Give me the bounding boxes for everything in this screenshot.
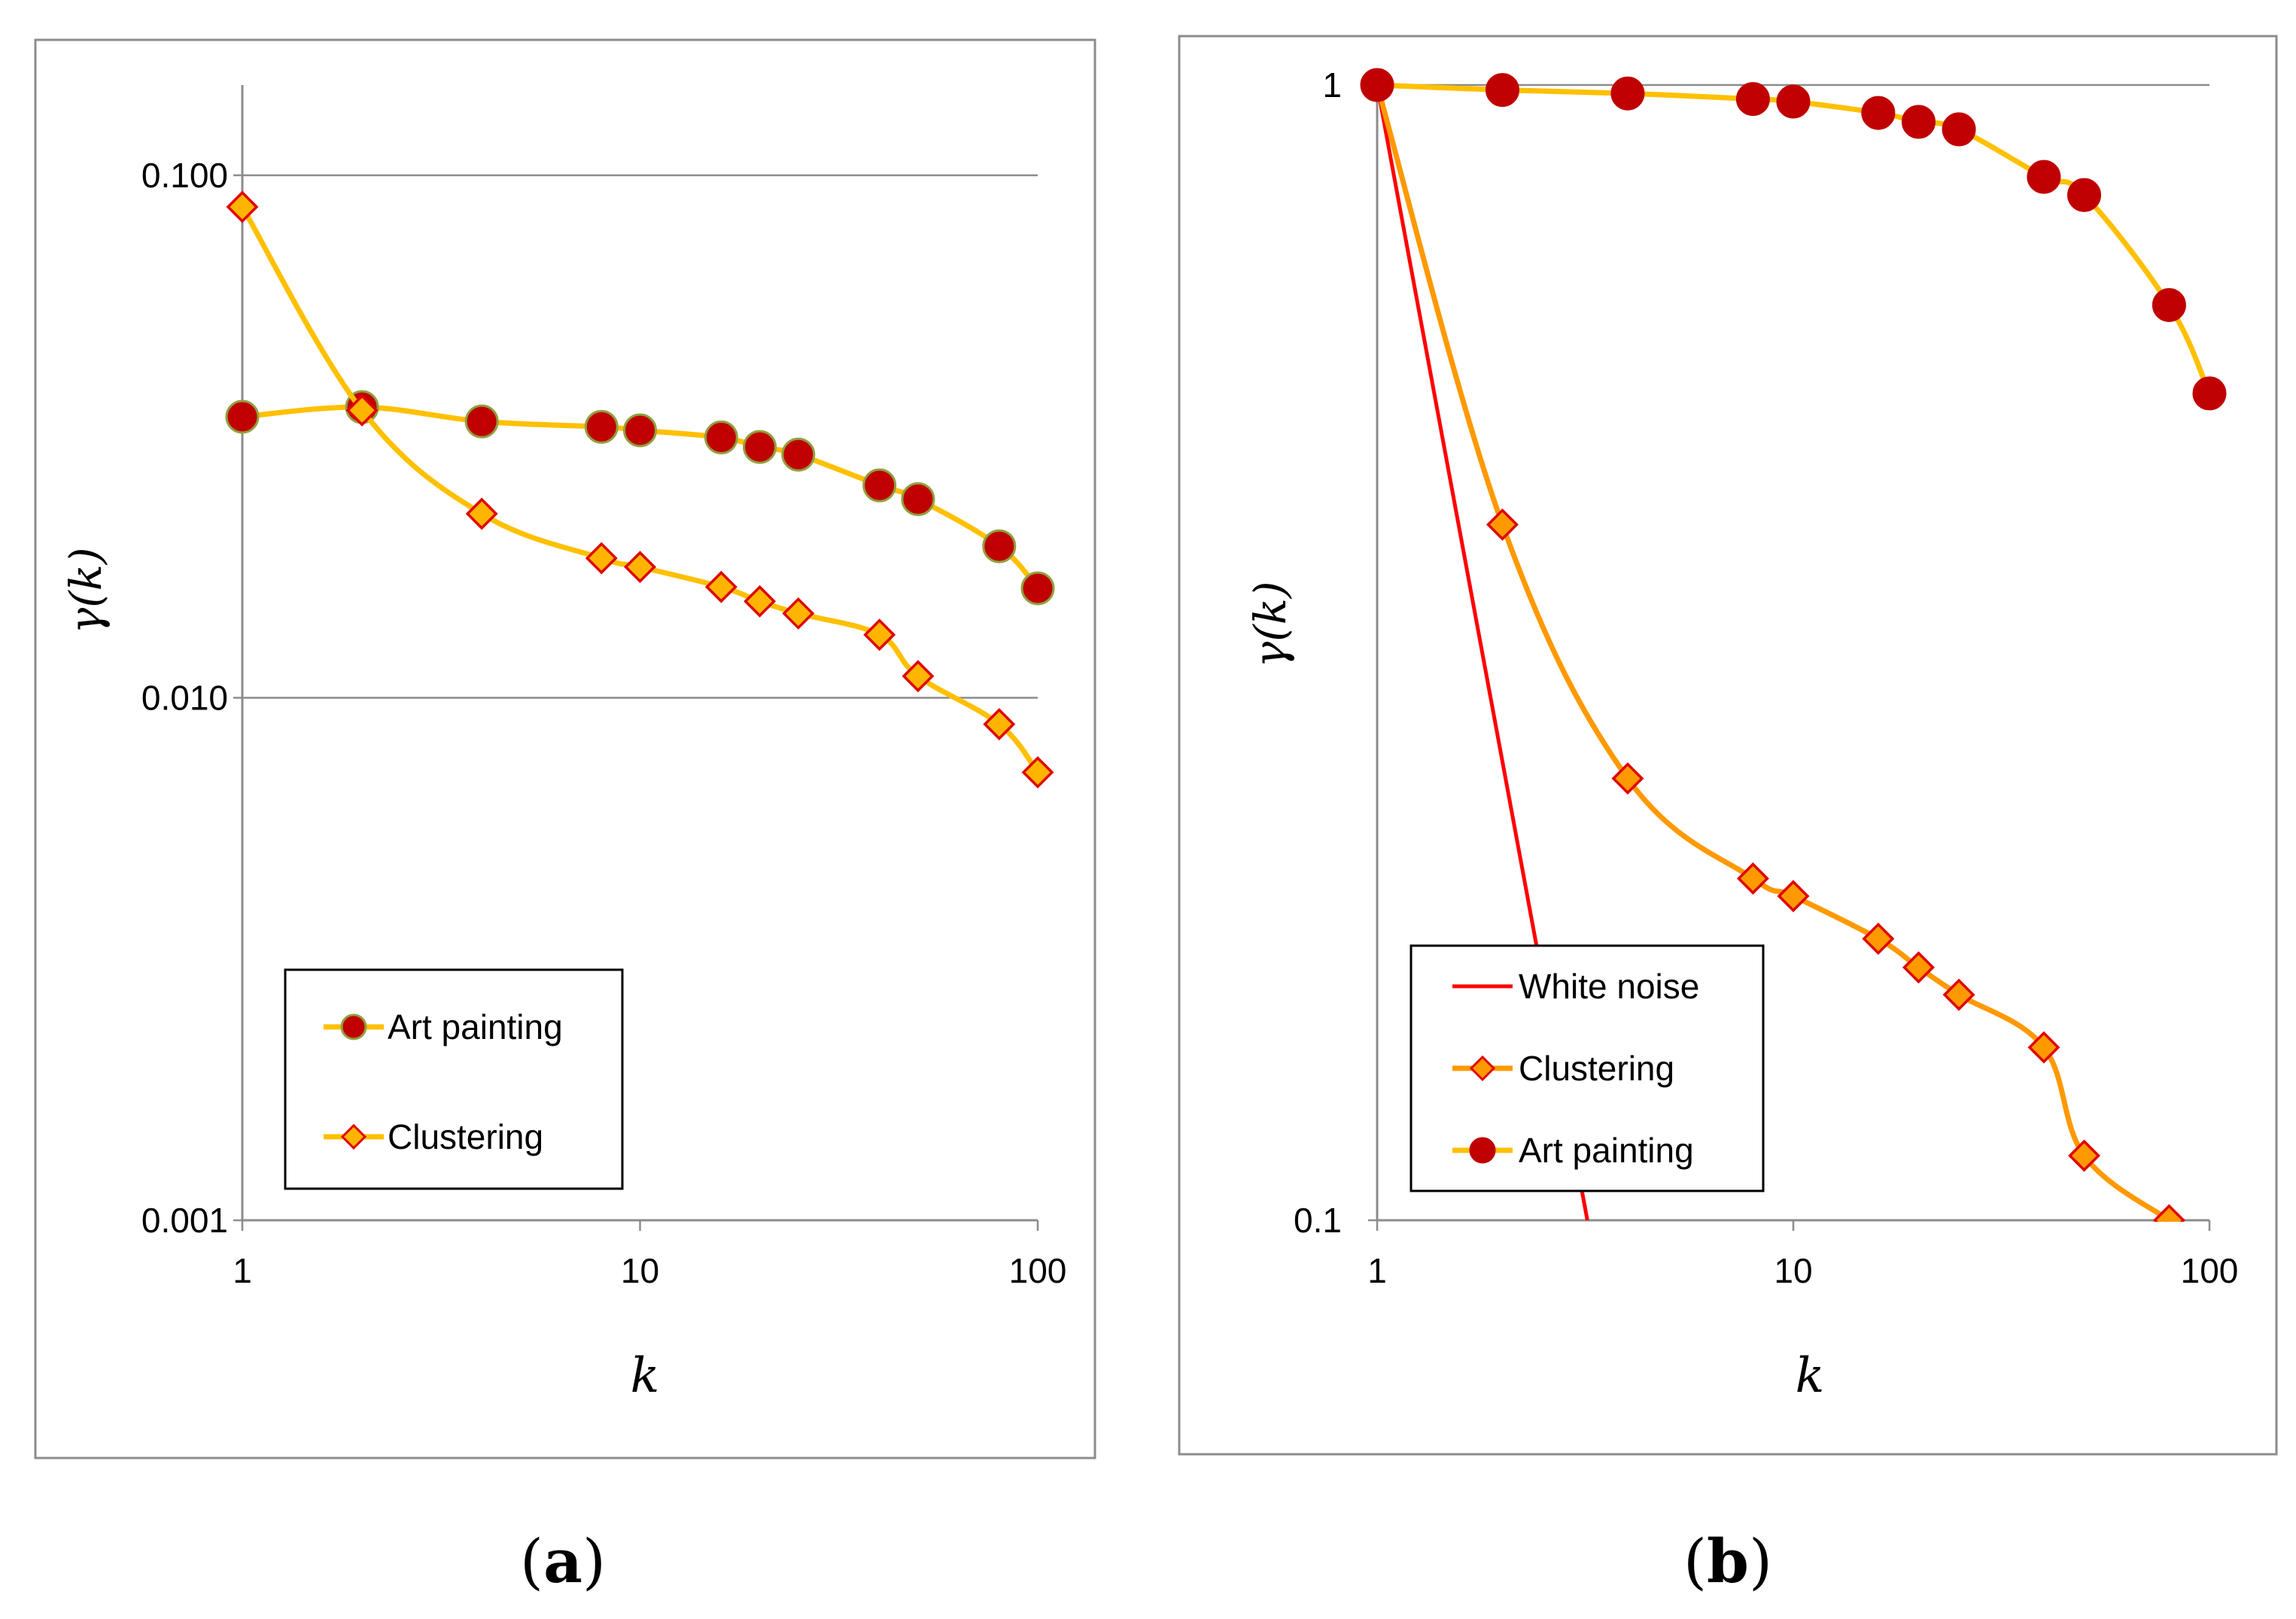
- data-point-a-art-painting-2: [464, 404, 499, 439]
- legend-marker-b-art-painting: [1469, 1137, 1496, 1164]
- x-tick-label-a-1: 10: [621, 1251, 659, 1290]
- panel-b: 0.1 1 1 10 100 k γ(k) White noise Clustering Art…: [1178, 35, 2278, 1596]
- panel-a: 0.001 0.010 0.100 1 10 100 k γ(k) Art painting C…: [34, 38, 1096, 1596]
- data-point-a-clustering-4: [624, 551, 656, 584]
- data-point-a-art-painting-8: [862, 468, 897, 503]
- data-point-b-art-painting-5: [1861, 96, 1896, 130]
- legend-label-a-clustering: Clustering: [388, 1117, 543, 1156]
- x-tick-label-a-2: 100: [1009, 1251, 1067, 1290]
- data-point-b-art-painting-1: [1485, 73, 1519, 108]
- data-point-b-art-painting-11: [2192, 376, 2227, 411]
- legend-box-a: [284, 968, 624, 1190]
- data-point-a-clustering-1: [345, 393, 379, 427]
- data-point-b-art-painting-8: [2027, 159, 2061, 194]
- series-group-a: [225, 190, 1055, 789]
- data-point-b-art-painting-6: [1901, 105, 1936, 139]
- data-point-b-art-painting-2: [1610, 76, 1645, 111]
- data-point-b-clustering-10: [2152, 1204, 2185, 1222]
- panel-a-label: (a): [520, 1526, 606, 1596]
- y-tick-label-a-1: 0.010: [141, 679, 228, 718]
- data-point-a-art-painting-10: [982, 529, 1017, 563]
- data-point-a-art-painting-0: [225, 399, 260, 434]
- data-point-b-clustering-8: [2027, 1031, 2060, 1064]
- data-point-a-art-painting-6: [743, 430, 777, 464]
- data-point-b-clustering-3: [1736, 862, 1769, 895]
- panel-b-label: (b): [1683, 1526, 1772, 1596]
- data-point-a-clustering-7: [782, 597, 815, 630]
- y-axis-label-a: γ(k): [60, 547, 111, 633]
- data-point-a-art-painting-9: [901, 481, 935, 516]
- legend-marker-a-clustering: [340, 1123, 367, 1150]
- data-point-a-clustering-11: [1021, 756, 1054, 789]
- legend-label-a-art-painting: Art painting: [388, 1007, 563, 1046]
- data-point-a-clustering-2: [465, 497, 498, 530]
- data-point-a-art-painting-7: [781, 437, 816, 472]
- legend-marker-a-art-painting: [340, 1013, 367, 1040]
- data-point-b-clustering-1: [1486, 508, 1519, 541]
- x-tick-label-b-0: 1: [1367, 1251, 1387, 1290]
- x-tick-label-b-2: 100: [2181, 1251, 2239, 1290]
- data-point-a-art-painting-11: [1020, 571, 1055, 606]
- data-point-a-art-painting-4: [623, 413, 657, 448]
- legend-a: Art painting Clustering: [284, 968, 624, 1190]
- data-point-a-art-painting-5: [704, 420, 738, 454]
- x-tick-label-a-0: 1: [233, 1251, 252, 1290]
- data-point-b-art-painting-7: [1942, 112, 1976, 147]
- legend-label-b-clustering: Clustering: [1519, 1049, 1674, 1088]
- y-tick-label-a-2: 0.100: [141, 156, 228, 195]
- x-axis-label-b: k: [1796, 1348, 1825, 1404]
- data-point-a-art-painting-3: [584, 409, 619, 444]
- y-axis-label-b: γ(k): [1245, 581, 1296, 667]
- data-point-b-art-painting-10: [2152, 287, 2186, 322]
- y-tick-label-b-0: 0.1: [1294, 1201, 1342, 1240]
- data-point-b-clustering-9: [2068, 1139, 2101, 1172]
- legend-label-b-art-painting: Art painting: [1519, 1131, 1694, 1170]
- data-point-b-clustering-6: [1902, 951, 1935, 984]
- data-point-a-clustering-8: [863, 618, 896, 652]
- data-point-a-clustering-5: [704, 570, 737, 603]
- plot-a: 0.001 0.010 0.100 1 10 100 k γ(k): [60, 85, 1066, 1404]
- data-point-b-clustering-7: [1942, 978, 1975, 1011]
- data-point-a-clustering-9: [902, 660, 935, 693]
- data-point-b-art-painting-4: [1776, 84, 1811, 119]
- data-point-b-art-painting-9: [2067, 178, 2102, 212]
- y-tick-label-b-1: 1: [1322, 65, 1342, 105]
- legend-b: White noise Clustering Art painting: [1410, 944, 1765, 1192]
- data-point-a-clustering-6: [744, 585, 777, 618]
- data-point-a-clustering-3: [585, 542, 618, 575]
- data-point-a-clustering-10: [983, 708, 1016, 741]
- x-axis-label-a: k: [631, 1348, 660, 1404]
- x-tick-label-b-1: 10: [1774, 1251, 1812, 1290]
- data-point-b-clustering-5: [1862, 922, 1895, 955]
- legend-marker-b-clustering: [1469, 1055, 1496, 1082]
- panel-a-letter: a: [543, 1526, 582, 1596]
- panel-b-frame: [1178, 35, 2278, 1456]
- panel-a-frame: [34, 38, 1096, 1460]
- data-point-b-art-painting-0: [1360, 68, 1394, 102]
- data-point-b-art-painting-3: [1735, 82, 1770, 117]
- data-point-b-clustering-4: [1777, 879, 1810, 913]
- y-tick-label-a-0: 0.001: [141, 1201, 228, 1240]
- data-point-a-clustering-0: [226, 190, 259, 223]
- data-point-b-clustering-2: [1611, 762, 1644, 795]
- panel-b-letter: b: [1707, 1526, 1749, 1596]
- legend-label-b-white-noise: White noise: [1519, 967, 1699, 1006]
